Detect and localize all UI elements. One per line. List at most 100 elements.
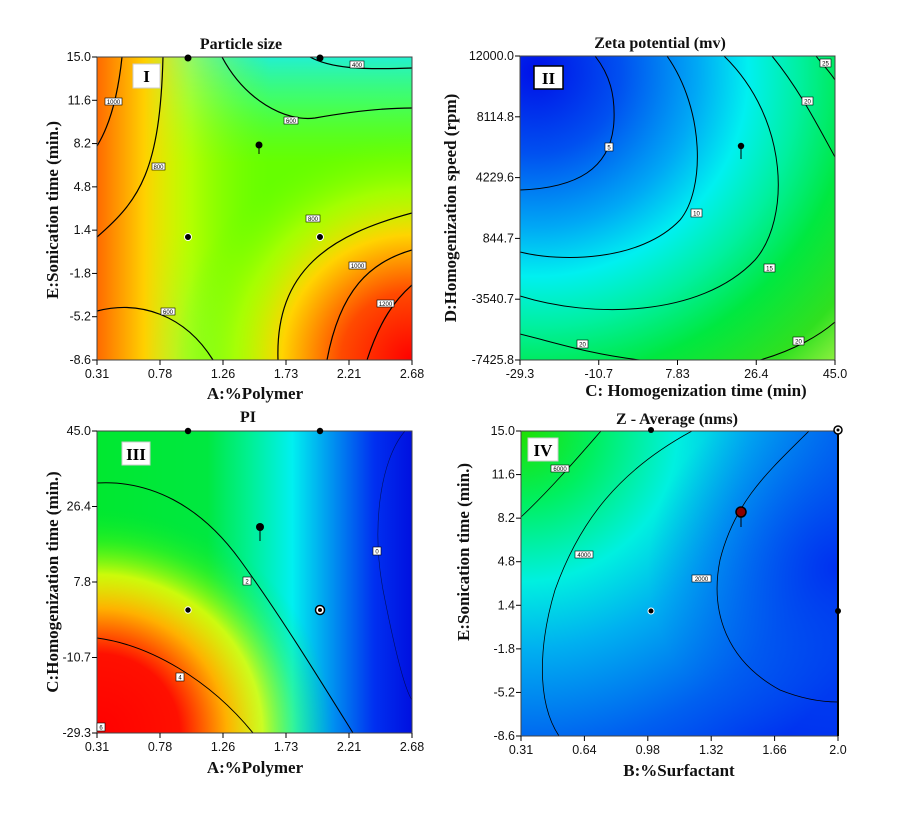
svg-text:2000: 2000 xyxy=(695,577,709,583)
contour-line xyxy=(771,56,835,158)
y-tick-label: 8114.8 xyxy=(477,110,514,124)
contour-line xyxy=(520,333,641,360)
svg-text:2: 2 xyxy=(245,580,249,586)
contour-labels: 2 4 6 0 xyxy=(96,546,382,732)
panel-tag: II xyxy=(533,65,564,90)
y-tick-label: 15.0 xyxy=(491,424,515,438)
design-points xyxy=(184,427,326,616)
y-tick-label: -8.6 xyxy=(493,729,515,743)
design-point xyxy=(316,54,324,62)
x-axis-title: A:%Polymer xyxy=(207,758,304,777)
contour-label: 20 xyxy=(576,339,589,349)
axes: 0.31 0.78 1.26 1.73 2.21 2.68 -29.3 -10.7 7.8 26.… xyxy=(63,424,425,754)
svg-text:4: 4 xyxy=(178,676,182,682)
contour-line xyxy=(97,482,354,733)
y-tick-label: 1.4 xyxy=(498,598,515,612)
design-point xyxy=(316,233,324,241)
contour-line xyxy=(716,431,838,703)
x-tick-label: 1.66 xyxy=(762,743,786,757)
contour-line xyxy=(759,321,835,360)
contour-label: 1200 xyxy=(376,299,395,308)
contour-labels: 6000 4000 2000 xyxy=(550,464,712,583)
contour-label: 5 xyxy=(604,142,614,152)
x-tick-label: 45.0 xyxy=(823,367,847,381)
design-point xyxy=(737,142,745,159)
y-axis-title: E:Sonication time (min.) xyxy=(454,463,473,641)
svg-text:600: 600 xyxy=(286,119,297,125)
svg-text:IV: IV xyxy=(534,441,554,460)
contour-line xyxy=(97,637,254,733)
design-points xyxy=(737,142,745,159)
x-tick-label: 0.98 xyxy=(636,743,660,757)
x-tick-label: 0.31 xyxy=(85,367,109,381)
x-tick-label: -29.3 xyxy=(506,367,535,381)
contour-label: 0 xyxy=(372,546,382,556)
y-axis-title: E:Sonication time (min.) xyxy=(43,121,62,299)
panel-1-particle-size: Particle size 1000 800 600 400 800 1000 xyxy=(43,36,424,403)
chart-title: Zeta potential (mv) xyxy=(594,35,726,52)
x-tick-label: 2.68 xyxy=(400,367,424,381)
contour-label: 800 xyxy=(151,162,166,171)
svg-text:400: 400 xyxy=(352,63,363,69)
contour-label: 600 xyxy=(283,116,299,125)
contour-fill xyxy=(97,431,412,733)
svg-text:800: 800 xyxy=(308,217,319,223)
design-point xyxy=(833,425,843,435)
y-tick-label: 4.8 xyxy=(74,180,91,194)
contour-line xyxy=(520,56,779,310)
y-tick-label: -7425.8 xyxy=(472,353,514,367)
y-tick-label: 844.7 xyxy=(483,231,514,245)
contour-labels: 5 10 15 20 25 20 20 xyxy=(576,58,832,349)
svg-text:20: 20 xyxy=(795,340,802,346)
contour-label: 6 xyxy=(96,722,106,732)
contour-label: 2 xyxy=(242,576,252,586)
design-point xyxy=(648,427,654,433)
contour-label: 600 xyxy=(160,307,176,316)
contour-label: 1000 xyxy=(348,261,367,270)
y-tick-label: 8.2 xyxy=(498,511,515,525)
svg-text:6000: 6000 xyxy=(553,467,567,473)
contour-label: 800 xyxy=(305,214,321,223)
svg-text:600: 600 xyxy=(163,310,174,316)
x-tick-label: 2.21 xyxy=(337,740,361,754)
contour-line xyxy=(366,284,412,360)
contour-label: 10 xyxy=(690,208,703,218)
contour-line xyxy=(221,57,412,120)
contour-label: 6000 xyxy=(550,464,570,473)
contour-line xyxy=(521,431,602,518)
x-tick-label: 0.78 xyxy=(148,740,172,754)
panel-tag: III xyxy=(121,441,151,466)
y-tick-label: -10.7 xyxy=(63,651,92,665)
design-point xyxy=(647,607,655,615)
design-point xyxy=(255,141,263,154)
contour-labels: 1000 800 600 400 800 1000 1200 600 xyxy=(104,60,395,316)
y-tick-label: 4.8 xyxy=(498,555,515,569)
contour-fill xyxy=(97,57,412,360)
y-tick-label: -1.8 xyxy=(493,642,515,656)
x-tick-label: 2.21 xyxy=(337,367,361,381)
svg-text:1000: 1000 xyxy=(351,264,365,270)
y-tick-label: 12000.0 xyxy=(469,49,514,63)
contour-fill xyxy=(520,56,835,360)
svg-text:20: 20 xyxy=(579,343,586,349)
svg-text:II: II xyxy=(542,69,556,88)
x-tick-label: 0.64 xyxy=(572,743,596,757)
x-tick-label: 2.0 xyxy=(829,743,846,757)
y-tick-label: 11.6 xyxy=(492,468,515,482)
svg-text:1200: 1200 xyxy=(379,302,393,308)
x-tick-label: 7.83 xyxy=(665,367,689,381)
contour-label: 4000 xyxy=(574,550,594,559)
design-points xyxy=(647,425,843,615)
axes: 0.31 0.78 1.26 1.73 2.21 2.68 -8.6 -5.2 -1.8 1.4 4… xyxy=(67,50,425,381)
design-point xyxy=(314,604,326,616)
x-axis-title: B:%Surfactant xyxy=(623,761,735,780)
y-tick-label: -29.3 xyxy=(63,726,92,740)
y-tick-label: 15.0 xyxy=(67,50,91,64)
contour-line xyxy=(815,56,835,81)
svg-text:5: 5 xyxy=(607,146,611,152)
x-tick-label: 1.26 xyxy=(211,367,235,381)
axes: -29.3 -10.7 7.83 26.4 45.0 -7425.8 -3540.7 844.… xyxy=(469,49,847,381)
panel-tag: I xyxy=(132,63,161,89)
x-tick-label: 1.73 xyxy=(274,740,298,754)
